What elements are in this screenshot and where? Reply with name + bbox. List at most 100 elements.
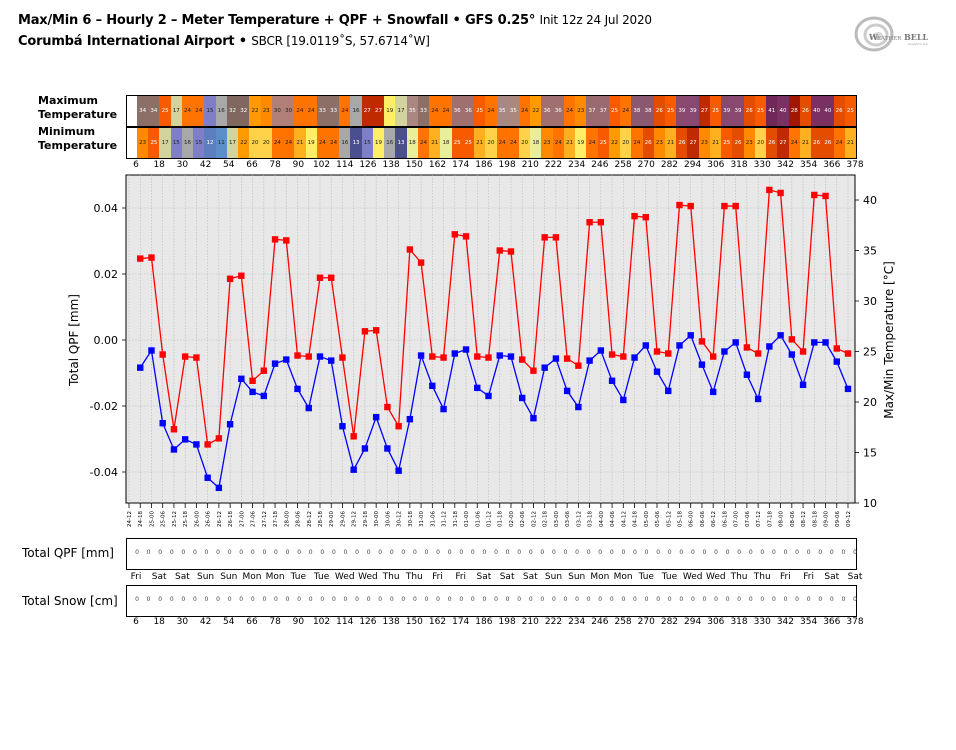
weekday-label: Tue	[661, 572, 678, 582]
min-temp-cell: 18	[406, 128, 418, 158]
weekday-label: Wed	[682, 572, 703, 582]
qpf-axis-label: Total QPF [mm]	[67, 294, 81, 387]
data-point-marker	[305, 353, 312, 360]
zero-value: 0	[841, 549, 846, 556]
min-temp-cell: 23	[743, 128, 755, 158]
zero-value: 0	[818, 549, 823, 556]
date-tick-label: 02-18	[543, 511, 549, 527]
min-temp-cell: 22	[238, 128, 250, 158]
max-temp-cell: 24	[193, 96, 205, 126]
min-temp-cell: 21	[665, 128, 677, 158]
forecast-hour-label: 162	[428, 160, 447, 170]
date-tick-label: 02-12	[531, 511, 537, 527]
data-point-marker	[597, 219, 605, 226]
min-temp-cell: 24	[496, 128, 508, 158]
max-temp-cell: 39	[687, 96, 699, 126]
zero-value: 0	[725, 596, 730, 603]
zero-value: 0	[598, 596, 603, 603]
forecast-hour-label: 234	[568, 160, 586, 170]
data-point-marker	[148, 254, 155, 261]
zero-value: 0	[644, 549, 649, 556]
date-tick-label: 02-00	[509, 511, 515, 527]
min-temp-cell: 17	[159, 128, 171, 158]
max-temp-cell: 26	[799, 96, 812, 126]
date-tick-label: 05-06	[655, 511, 661, 527]
zero-value: 0	[829, 549, 834, 556]
max-temp-cell: 16	[215, 96, 227, 126]
data-point-marker	[552, 355, 560, 362]
date-tick-label: 28-12	[307, 511, 313, 527]
max-temp-cell: 23	[575, 96, 587, 126]
zero-value: 0	[181, 596, 186, 603]
date-tick-label: 25-18	[183, 511, 189, 527]
forecast-hour-label: 78	[269, 617, 281, 627]
max-temperature-strip: 34 34 25 17 24 24 15 16 32 32 22 23 30 30 24 24 33 33 24 16…	[126, 95, 857, 127]
max-temp-cell: 24	[620, 96, 632, 126]
weekday-label: Sat	[499, 572, 515, 582]
max-temp-cell: 25	[665, 96, 677, 126]
data-point-marker	[440, 405, 447, 413]
zero-value: 0	[609, 549, 614, 556]
data-point-marker	[294, 352, 301, 359]
zero-value: 0	[158, 596, 163, 603]
zero-value: 0	[621, 549, 626, 556]
zero-value: 0	[192, 549, 197, 556]
data-point-marker	[687, 202, 694, 210]
data-point-marker	[631, 212, 638, 220]
min-temp-cell: 24	[417, 128, 430, 158]
zero-value: 0	[355, 596, 359, 603]
max-temp-cell: 15	[204, 96, 216, 126]
weekday-label: Sat	[522, 572, 538, 582]
zero-value: 0	[331, 596, 336, 603]
temp-axis-tick: 35	[863, 245, 877, 258]
date-tick-label: 24-12	[127, 511, 133, 527]
forecast-hour-label: 126	[359, 617, 377, 627]
max-temp-cell: 24	[294, 96, 306, 126]
min-temp-cell: 19	[305, 128, 317, 158]
data-point-marker	[496, 247, 503, 254]
data-point-marker	[496, 352, 503, 359]
data-point-marker	[148, 347, 155, 354]
min-temp-cell: 11	[215, 128, 227, 158]
zero-value: 0	[633, 596, 637, 603]
min-temp-cell: 24	[788, 128, 800, 158]
temp-axis-tick: 20	[863, 396, 877, 409]
forecast-hour-label: 150	[405, 160, 423, 170]
max-temp-cell: 25	[709, 96, 722, 126]
min-temp-cell: 20	[485, 128, 497, 158]
zero-value: 0	[389, 549, 394, 556]
data-point-marker	[530, 414, 537, 422]
data-point-marker	[766, 343, 773, 350]
max-temp-cell: 33	[327, 96, 340, 126]
max-temp-cell: 25	[474, 96, 486, 126]
zero-value: 0	[598, 549, 603, 556]
weekday-label: Sat	[476, 572, 492, 582]
forecast-hour-label: 90	[292, 617, 305, 627]
zero-value: 0	[725, 549, 730, 556]
weekday-label: Thu	[730, 572, 748, 582]
data-point-marker	[350, 466, 357, 473]
zero-value: 0	[656, 596, 661, 603]
forecast-hour-label: 270	[637, 617, 655, 627]
weekday-label: Fri	[780, 572, 791, 582]
zero-value: 0	[795, 549, 800, 556]
min-temp-cell: 21	[709, 128, 722, 158]
data-point-marker	[462, 233, 470, 240]
forecast-hour-label: 138	[382, 160, 400, 170]
date-tick-label: 26-18	[228, 511, 234, 527]
forecast-hour-label: 54	[223, 617, 235, 627]
weekday-label: Sun	[197, 572, 215, 582]
data-point-marker	[777, 332, 784, 339]
data-point-marker	[788, 351, 796, 358]
max-temp-cell: 35	[507, 96, 519, 126]
min-temp-cell: 24	[316, 128, 328, 158]
data-point-marker	[350, 433, 357, 440]
zero-value: 0	[575, 596, 579, 603]
data-point-marker	[631, 354, 638, 361]
forecast-hour-label: 330	[753, 617, 771, 627]
zero-value: 0	[772, 549, 776, 556]
zero-value: 0	[586, 596, 591, 603]
zero-value: 0	[436, 549, 441, 556]
zero-value: 0	[656, 549, 661, 556]
zero-value: 0	[748, 596, 753, 603]
